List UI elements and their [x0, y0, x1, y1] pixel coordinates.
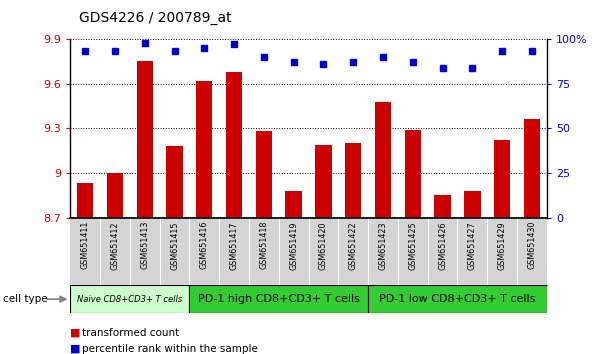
Text: GDS4226 / 200789_at: GDS4226 / 200789_at: [79, 11, 232, 25]
Bar: [285, 191, 302, 218]
Bar: [189, 285, 368, 313]
Bar: [166, 146, 183, 218]
Text: GSM651423: GSM651423: [379, 221, 387, 270]
Bar: [375, 102, 391, 218]
Bar: [404, 130, 421, 218]
Text: cell type: cell type: [3, 294, 48, 304]
Text: PD-1 low CD8+CD3+ T cells: PD-1 low CD8+CD3+ T cells: [379, 294, 536, 304]
Text: percentile rank within the sample: percentile rank within the sample: [82, 344, 258, 354]
Bar: [196, 81, 213, 218]
Text: GSM651425: GSM651425: [408, 221, 417, 270]
Text: GSM651418: GSM651418: [260, 221, 268, 269]
Bar: [136, 61, 153, 218]
Text: GSM651415: GSM651415: [170, 221, 179, 270]
Text: ■: ■: [70, 328, 81, 338]
Text: GSM651420: GSM651420: [319, 221, 328, 270]
Text: GSM651419: GSM651419: [289, 221, 298, 270]
Bar: [226, 72, 243, 218]
Text: GSM651417: GSM651417: [230, 221, 238, 270]
Bar: [315, 145, 332, 218]
Bar: [464, 191, 481, 218]
Text: GSM651413: GSM651413: [141, 221, 149, 269]
Text: GSM651411: GSM651411: [81, 221, 90, 269]
Text: GSM651422: GSM651422: [349, 221, 357, 270]
Text: transformed count: transformed count: [82, 328, 180, 338]
Bar: [345, 143, 362, 218]
Bar: [107, 173, 123, 218]
Text: GSM651429: GSM651429: [498, 221, 507, 270]
Text: Naive CD8+CD3+ T cells: Naive CD8+CD3+ T cells: [77, 295, 183, 304]
Text: ■: ■: [70, 344, 81, 354]
Text: GSM651416: GSM651416: [200, 221, 209, 269]
Bar: [434, 195, 451, 218]
Text: PD-1 high CD8+CD3+ T cells: PD-1 high CD8+CD3+ T cells: [198, 294, 360, 304]
Bar: [368, 285, 547, 313]
Bar: [255, 131, 272, 218]
Text: GSM651430: GSM651430: [527, 221, 536, 269]
Bar: [77, 183, 93, 218]
Bar: [494, 140, 510, 218]
Bar: [524, 119, 540, 218]
Text: GSM651426: GSM651426: [438, 221, 447, 270]
Text: GSM651412: GSM651412: [111, 221, 119, 270]
Text: GSM651427: GSM651427: [468, 221, 477, 270]
Bar: [70, 285, 189, 313]
